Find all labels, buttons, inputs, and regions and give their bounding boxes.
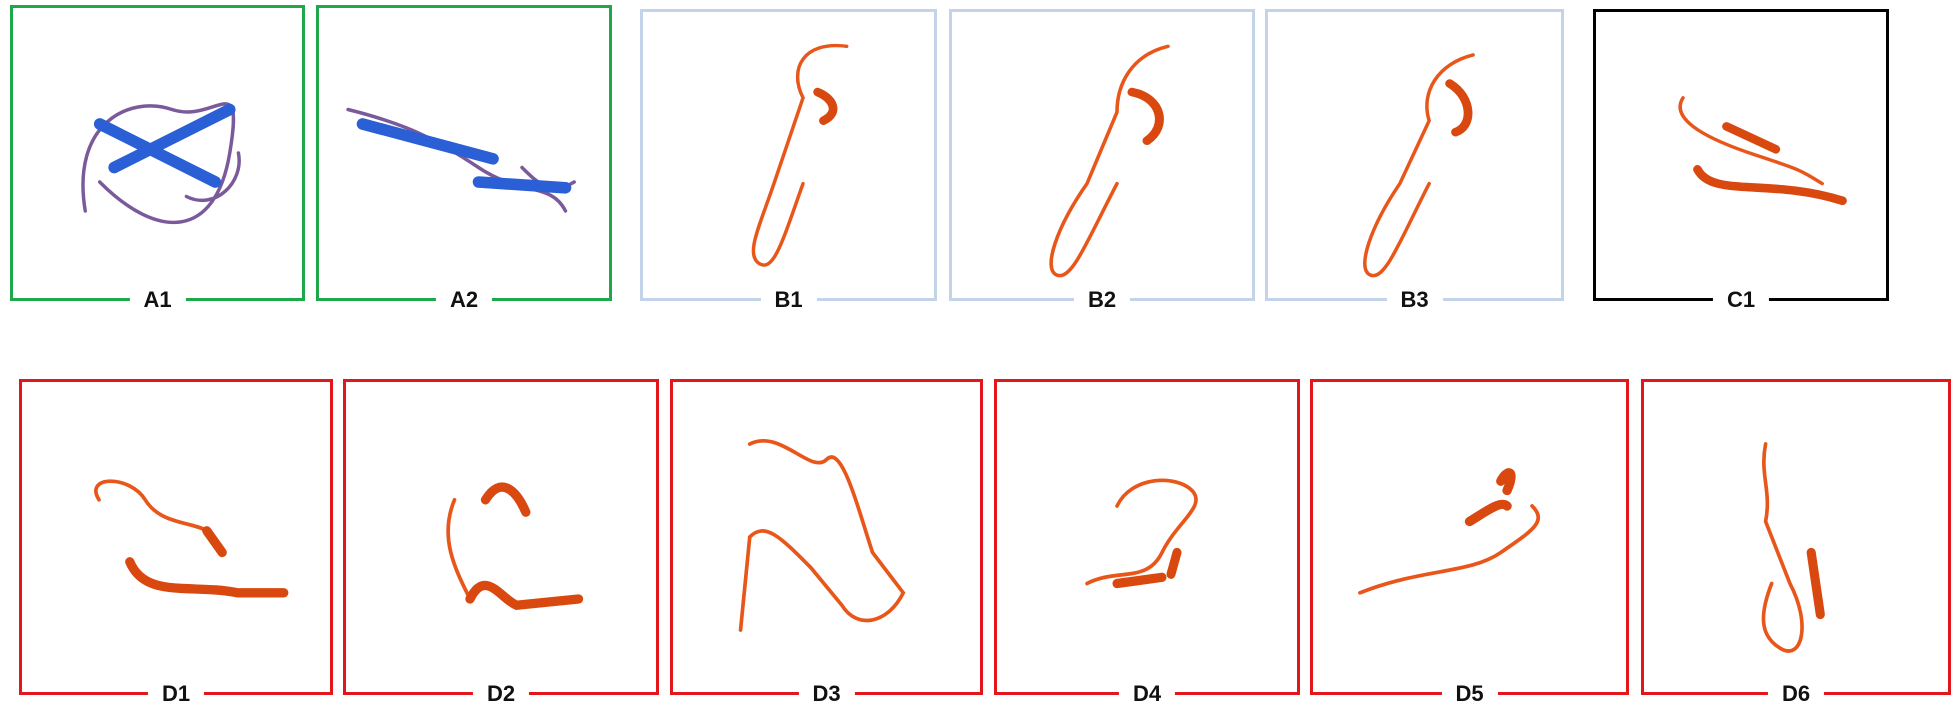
panel-label: D6 (1768, 681, 1824, 707)
protein-structure (319, 8, 609, 298)
structure-panel: B3 (1265, 9, 1564, 301)
panel-label: A2 (436, 287, 492, 313)
protein-structure (952, 12, 1252, 298)
structure-panel: B2 (949, 9, 1255, 301)
protein-structure (673, 382, 980, 692)
panel-label: D3 (798, 681, 854, 707)
structure-panel: D2 (343, 379, 659, 695)
structure-panel: B1 (640, 9, 937, 301)
protein-structure (1596, 12, 1886, 298)
structure-panel: D4 (994, 379, 1300, 695)
panel-label: B3 (1386, 287, 1442, 313)
protein-structure (22, 382, 330, 692)
protein-structure (346, 382, 656, 692)
protein-structure (13, 8, 302, 298)
panel-label: A1 (129, 287, 185, 313)
structure-panel: C1 (1593, 9, 1889, 301)
protein-structure (643, 12, 934, 298)
structure-panel: D1 (19, 379, 333, 695)
protein-structure (1644, 382, 1948, 692)
panel-label: D4 (1119, 681, 1175, 707)
protein-structure (1313, 382, 1626, 692)
structure-panel: D6 (1641, 379, 1951, 695)
structure-panel: A2 (316, 5, 612, 301)
protein-structure (1268, 12, 1561, 298)
panel-label: D1 (148, 681, 204, 707)
protein-structure (997, 382, 1297, 692)
panel-label: B2 (1074, 287, 1130, 313)
panel-label: D2 (473, 681, 529, 707)
figure: (() => { const data = JSON.parse(documen… (0, 0, 1959, 710)
panel-label: D5 (1441, 681, 1497, 707)
panel-label: C1 (1713, 287, 1769, 313)
structure-panel: A1 (10, 5, 305, 301)
structure-panel: D3 (670, 379, 983, 695)
structure-panel: D5 (1310, 379, 1629, 695)
panel-label: B1 (760, 287, 816, 313)
